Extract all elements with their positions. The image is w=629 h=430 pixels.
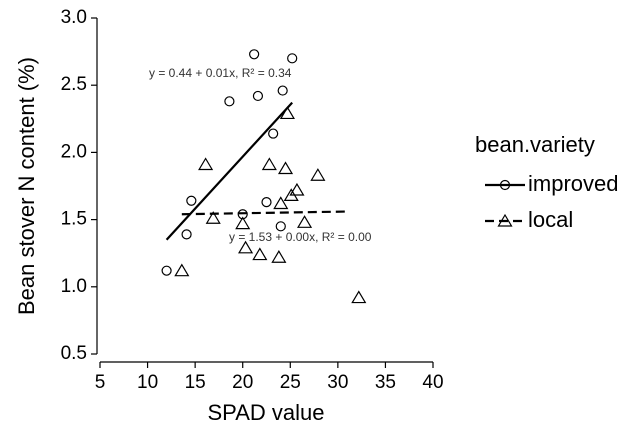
fit-equation: y = 0.44 + 0.01x, R² = 0.34 [149, 66, 292, 80]
legend-label: local [528, 207, 573, 232]
point [235, 216, 251, 230]
point [261, 157, 277, 171]
y-tick-label: 1.0 [61, 276, 87, 297]
fit-line [165, 101, 294, 241]
x-tick-label: 5 [95, 372, 106, 393]
point [287, 53, 298, 64]
x-tick-label: 20 [232, 372, 253, 393]
point [224, 96, 235, 107]
legend-title: bean.variety [475, 132, 595, 157]
point [268, 128, 279, 139]
x-tick-label: 10 [137, 372, 158, 393]
point [289, 182, 305, 196]
point [310, 168, 326, 181]
y-tick-label: 1.5 [61, 209, 87, 230]
point [273, 196, 289, 210]
point [238, 240, 254, 254]
point [351, 290, 367, 304]
legend-marker [499, 179, 511, 191]
point [186, 195, 197, 206]
point [261, 197, 272, 208]
point [277, 85, 288, 96]
point [252, 247, 268, 261]
point [277, 161, 294, 175]
x-axis-label: SPAD value [208, 400, 325, 425]
point [205, 211, 221, 224]
y-axis-label: Bean stover N content (%) [14, 57, 39, 315]
x-tick-label: 40 [422, 372, 443, 393]
x-tick-label: 35 [375, 372, 396, 393]
x-tick-label: 25 [280, 372, 301, 393]
point [252, 90, 264, 102]
y-tick-label: 3.0 [61, 7, 87, 28]
y-tick-label: 2.0 [61, 141, 87, 162]
legend-marker [497, 213, 513, 227]
point [275, 221, 286, 232]
point [271, 250, 287, 263]
x-tick-label: 15 [185, 372, 206, 393]
point [249, 49, 260, 60]
point [279, 106, 295, 120]
y-tick-label: 2.5 [61, 74, 87, 95]
point [198, 157, 214, 171]
point [174, 263, 190, 277]
point [161, 265, 172, 276]
fit-equation: y = 1.53 + 0.00x, R² = 0.00 [229, 230, 372, 244]
y-tick-label: 0.5 [61, 343, 87, 364]
point [297, 215, 313, 228]
x-tick-label: 30 [327, 372, 348, 393]
fit-line [181, 210, 348, 216]
legend-label: improved [528, 171, 618, 196]
point [181, 229, 192, 240]
